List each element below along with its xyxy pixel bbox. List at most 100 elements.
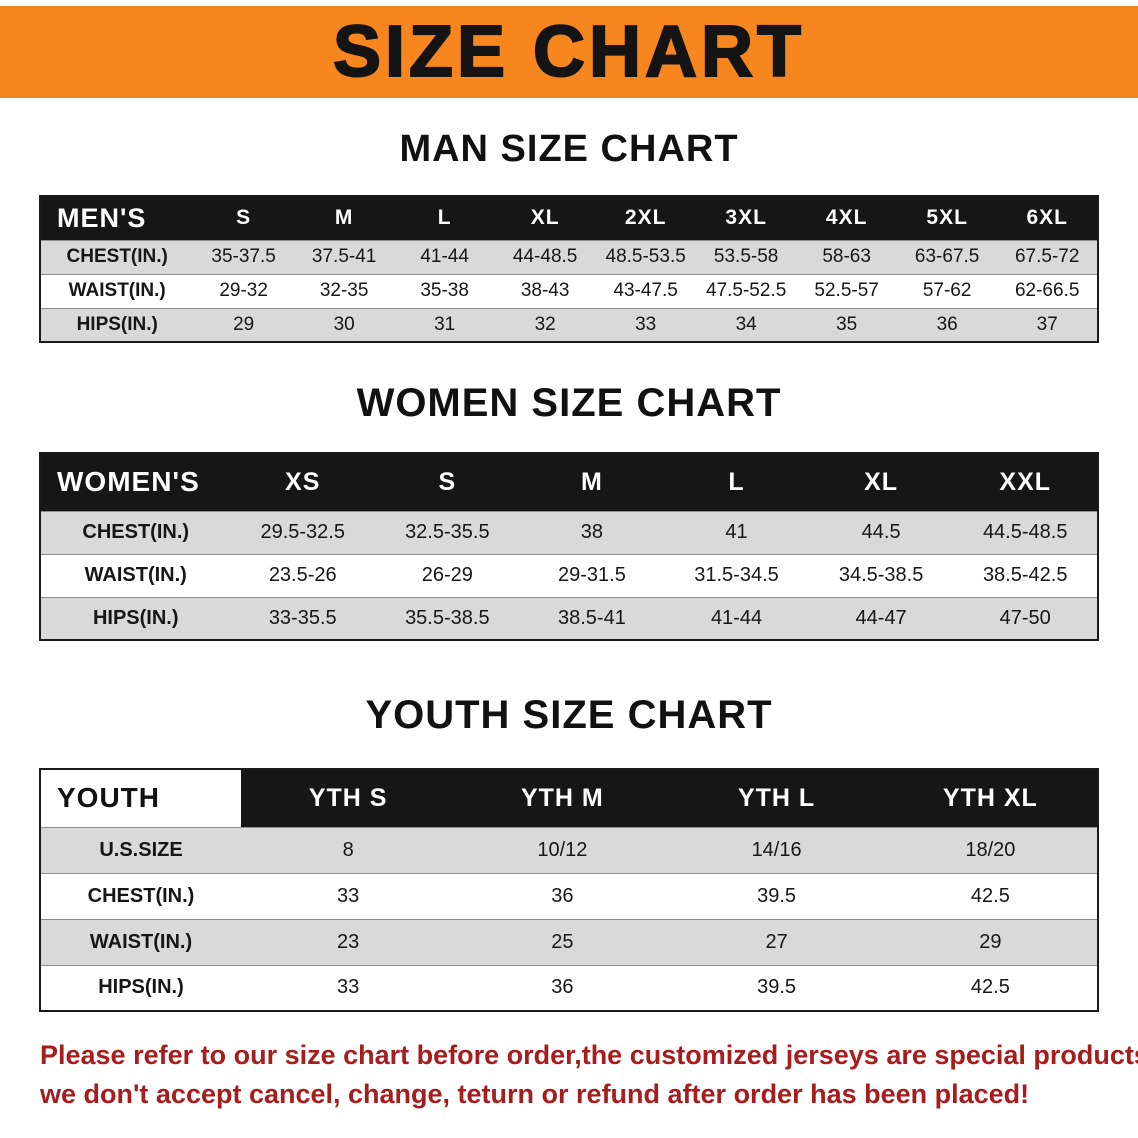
table-header-row: WOMEN'S XS S M L XL XXL (40, 453, 1098, 511)
size-column-header: YTH M (455, 769, 670, 827)
measurement-value-cell: 32 (494, 307, 596, 342)
size-column-header: 4XL (796, 196, 897, 240)
youth-size-table: YOUTH YTH S YTH M YTH L YTH XL U.S.SIZE 8 10/12… (39, 768, 1099, 1012)
size-column-header: M (293, 196, 395, 240)
measurement-value-cell: 34.5-38.5 (808, 553, 954, 597)
size-column-header: YTH S (241, 769, 456, 827)
measurement-value-cell: 29 (883, 918, 1098, 965)
table-row: CHEST(IN.) 35-37.5 37.5-41 41-44 44-48.5 48.5… (40, 239, 1098, 274)
size-column-header: L (394, 196, 495, 240)
row-label-cell: CHEST(IN.) (40, 872, 242, 919)
row-label-cell: CHEST(IN.) (40, 239, 194, 274)
measurement-value-cell: 47.5-52.5 (695, 273, 797, 308)
measurement-value-cell: 23.5-26 (230, 553, 376, 597)
measurement-value-cell: 63-67.5 (896, 239, 998, 274)
measurement-value-cell: 38-43 (494, 273, 596, 308)
men-section-heading: MAN SIZE CHART (399, 128, 739, 170)
men-size-table: MEN'S S M L XL 2XL 3XL 4XL 5XL 6XL CHEST(IN.) 35-37… (39, 195, 1099, 343)
measurement-value-cell: 58-63 (796, 239, 897, 274)
table-header-row: YOUTH YTH S YTH M YTH L YTH XL (40, 769, 1098, 827)
measurement-value-cell: 35 (796, 307, 897, 342)
measurement-value-cell: 52.5-57 (796, 273, 897, 308)
measurement-value-cell: 32-35 (293, 273, 395, 308)
disclaimer-note: Please refer to our size chart before or… (40, 1036, 1138, 1114)
measurement-value-cell: 29.5-32.5 (230, 510, 376, 554)
measurement-value-cell: 67.5-72 (997, 239, 1098, 274)
table-row: HIPS(IN.) 33 36 39.5 42.5 (40, 964, 1098, 1011)
measurement-value-cell: 29-32 (193, 273, 294, 308)
measurement-value-cell: 14/16 (669, 826, 884, 873)
measurement-value-cell: 32.5-35.5 (375, 510, 520, 554)
row-label-cell: WAIST(IN.) (40, 273, 194, 308)
table-row: U.S.SIZE 8 10/12 14/16 18/20 (40, 826, 1098, 873)
measurement-value-cell: 41-44 (394, 239, 495, 274)
row-label-cell: HIPS(IN.) (40, 596, 231, 640)
size-column-header: 5XL (896, 196, 998, 240)
table-title-cell: WOMEN'S (40, 453, 231, 511)
measurement-value-cell: 41-44 (664, 596, 809, 640)
size-column-header: 3XL (695, 196, 797, 240)
page-title: SIZE CHART (332, 12, 805, 92)
measurement-value-cell: 36 (455, 872, 670, 919)
measurement-value-cell: 31 (394, 307, 495, 342)
size-chart-banner: SIZE CHART (0, 6, 1138, 98)
measurement-value-cell: 35.5-38.5 (375, 596, 520, 640)
measurement-value-cell: 38 (519, 510, 665, 554)
size-column-header: L (664, 453, 809, 511)
measurement-value-cell: 33 (241, 872, 456, 919)
size-column-header: XS (230, 453, 376, 511)
measurement-value-cell: 44-47 (808, 596, 954, 640)
size-column-header: 6XL (997, 196, 1098, 240)
size-column-header: M (519, 453, 665, 511)
measurement-value-cell: 44-48.5 (494, 239, 596, 274)
measurement-value-cell: 42.5 (883, 964, 1098, 1011)
measurement-value-cell: 31.5-34.5 (664, 553, 809, 597)
row-label-cell: HIPS(IN.) (40, 964, 242, 1011)
measurement-value-cell: 33-35.5 (230, 596, 376, 640)
size-column-header: 2XL (595, 196, 696, 240)
measurement-value-cell: 10/12 (455, 826, 670, 873)
measurement-value-cell: 48.5-53.5 (595, 239, 696, 274)
size-column-header: YTH XL (883, 769, 1098, 827)
table-row: HIPS(IN.) 33-35.5 35.5-38.5 38.5-41 41-44 44-… (40, 596, 1098, 640)
measurement-value-cell: 39.5 (669, 872, 884, 919)
measurement-value-cell: 43-47.5 (595, 273, 696, 308)
measurement-value-cell: 47-50 (953, 596, 1098, 640)
size-column-header: XXL (953, 453, 1098, 511)
row-label-cell: WAIST(IN.) (40, 553, 231, 597)
table-row: CHEST(IN.) 29.5-32.5 32.5-35.5 38 41 44.5 44.5… (40, 510, 1098, 554)
row-label-cell: CHEST(IN.) (40, 510, 231, 554)
measurement-value-cell: 25 (455, 918, 670, 965)
women-section-heading: WOMEN SIZE CHART (356, 381, 782, 425)
measurement-value-cell: 39.5 (669, 964, 884, 1011)
youth-section-heading: YOUTH SIZE CHART (365, 693, 773, 737)
size-column-header: XL (494, 196, 596, 240)
measurement-value-cell: 62-66.5 (997, 273, 1098, 308)
measurement-value-cell: 35-38 (394, 273, 495, 308)
measurement-value-cell: 26-29 (375, 553, 520, 597)
measurement-value-cell: 57-62 (896, 273, 998, 308)
table-row: WAIST(IN.) 29-32 32-35 35-38 38-43 43-47.5 47.… (40, 273, 1098, 308)
row-label-cell: HIPS(IN.) (40, 307, 194, 342)
measurement-value-cell: 34 (695, 307, 797, 342)
measurement-value-cell: 29 (193, 307, 294, 342)
size-column-header: YTH L (669, 769, 884, 827)
disclaimer-line-1: Please refer to our size chart before or… (40, 1040, 1138, 1070)
table-row: CHEST(IN.) 33 36 39.5 42.5 (40, 872, 1098, 919)
measurement-value-cell: 33 (595, 307, 696, 342)
measurement-value-cell: 30 (293, 307, 395, 342)
size-column-header: S (193, 196, 294, 240)
measurement-value-cell: 42.5 (883, 872, 1098, 919)
measurement-value-cell: 29-31.5 (519, 553, 665, 597)
table-header-row: MEN'S S M L XL 2XL 3XL 4XL 5XL 6XL (40, 196, 1098, 240)
measurement-value-cell: 44.5 (808, 510, 954, 554)
table-row: WAIST(IN.) 23.5-26 26-29 29-31.5 31.5-34.5 34… (40, 553, 1098, 597)
measurement-value-cell: 8 (241, 826, 456, 873)
row-label-cell: WAIST(IN.) (40, 918, 242, 965)
size-column-header: S (375, 453, 520, 511)
table-row: WAIST(IN.) 23 25 27 29 (40, 918, 1098, 965)
measurement-value-cell: 53.5-58 (695, 239, 797, 274)
disclaimer-line-2: we don't accept cancel, change, teturn o… (40, 1079, 1030, 1110)
measurement-value-cell: 37 (997, 307, 1098, 342)
row-label-cell: U.S.SIZE (40, 826, 242, 873)
